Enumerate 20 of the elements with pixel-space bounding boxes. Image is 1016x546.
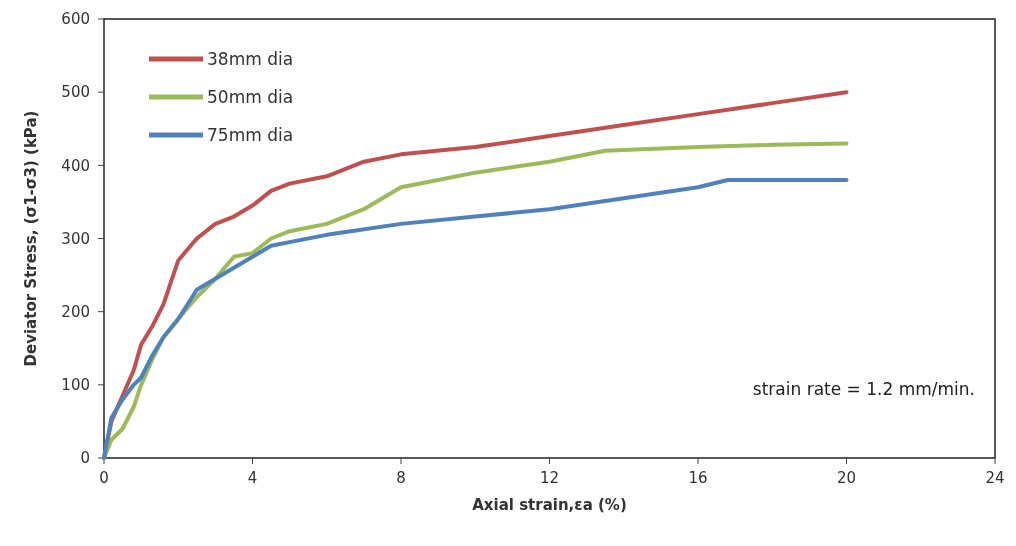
- x-tick-label: 20: [836, 469, 857, 487]
- annotation: strain rate = 1.2 mm/min.: [752, 378, 975, 399]
- y-tick-label: 200: [61, 302, 90, 321]
- y-tick-label: 300: [61, 229, 90, 248]
- x-axis-title: Axial strain,εa (%): [472, 496, 627, 514]
- x-tick-label: 0: [99, 469, 109, 487]
- y-tick-label: 0: [80, 449, 90, 468]
- y-axis-title: Deviator Stress, (σ1-σ3) (kPa): [22, 110, 40, 367]
- legend-label: 75mm dia: [207, 124, 294, 145]
- y-tick-label: 400: [61, 156, 90, 175]
- legend-label: 38mm dia: [207, 48, 294, 69]
- y-tick-label: 600: [61, 10, 90, 29]
- x-tick-label: 16: [688, 469, 708, 487]
- y-tick-label: 100: [61, 376, 90, 395]
- legend-label: 50mm dia: [207, 86, 294, 107]
- y-tick-label: 500: [61, 83, 90, 102]
- x-tick-label: 24: [985, 469, 1005, 487]
- x-tick-label: 12: [539, 469, 560, 487]
- x-tick-label: 8: [396, 469, 406, 487]
- x-tick-label: 4: [247, 469, 258, 487]
